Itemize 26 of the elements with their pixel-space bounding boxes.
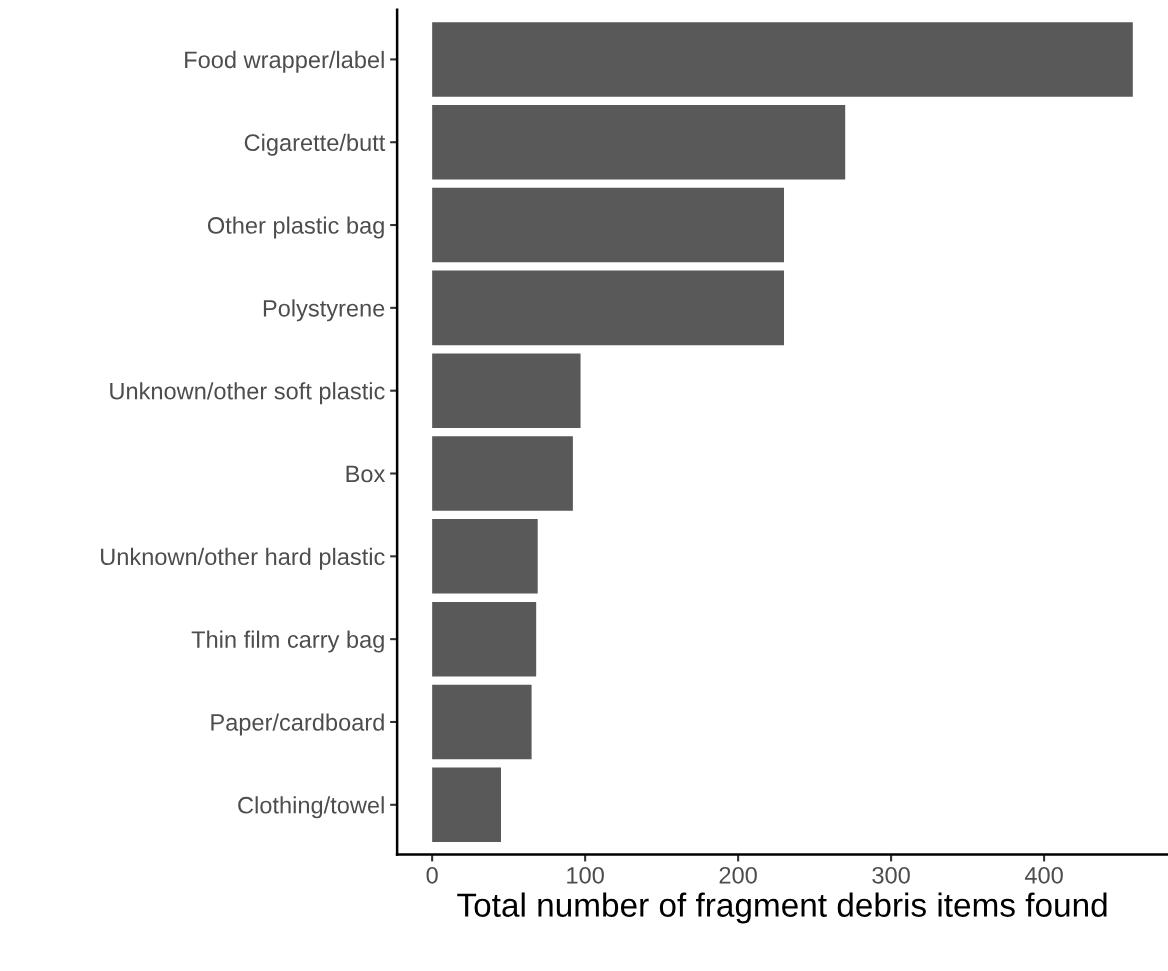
y-tick-label: Box [346, 465, 386, 483]
bar [432, 436, 573, 511]
x-axis-title: Total number of fragment debris items found [457, 892, 1107, 924]
y-tick-label: Paper/cardboard [211, 713, 384, 736]
x-tick-label: 400 [1024, 866, 1063, 884]
bar [432, 601, 537, 677]
y-tick-label: Unknown/other soft plastic [110, 382, 385, 405]
bar [432, 22, 1133, 97]
y-tick-label: Thin film carry bag [191, 630, 384, 653]
x-tick-label: 300 [872, 866, 910, 884]
bar [432, 270, 785, 346]
bar [432, 767, 501, 843]
y-tick-label: Cigarette/butt [244, 133, 386, 156]
bar [432, 684, 532, 760]
y-tick-label: Food wrapper/label [185, 50, 384, 73]
y-tick-label: Unknown/other hard plastic [101, 547, 385, 570]
bar [432, 519, 538, 594]
x-tick-label: 0 [426, 866, 438, 884]
y-tick-label: Clothing/towel [238, 796, 384, 819]
x-tick-label: 100 [567, 866, 604, 884]
x-tick-label: 200 [719, 866, 757, 884]
bar [432, 353, 581, 428]
y-tick-label: Polystyrene [263, 299, 385, 322]
y-tick-label: Other plastic bag [207, 216, 384, 239]
bar [432, 187, 785, 263]
bar [432, 104, 846, 180]
